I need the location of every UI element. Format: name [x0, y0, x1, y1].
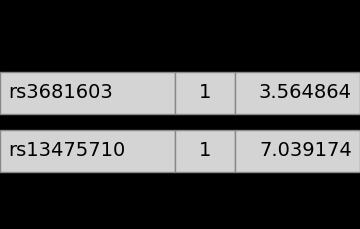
Bar: [0, 72, 175, 114]
Bar: [235, 130, 360, 172]
Bar: [235, 72, 360, 114]
Text: rs13475710: rs13475710: [8, 142, 125, 161]
Text: 3.564864: 3.564864: [259, 84, 352, 103]
Bar: [175, 72, 235, 114]
Bar: [175, 130, 235, 172]
Text: rs3681603: rs3681603: [8, 84, 113, 103]
Text: 1: 1: [199, 84, 211, 103]
Bar: [0, 130, 175, 172]
Text: 1: 1: [199, 142, 211, 161]
Text: 7.039174: 7.039174: [259, 142, 352, 161]
